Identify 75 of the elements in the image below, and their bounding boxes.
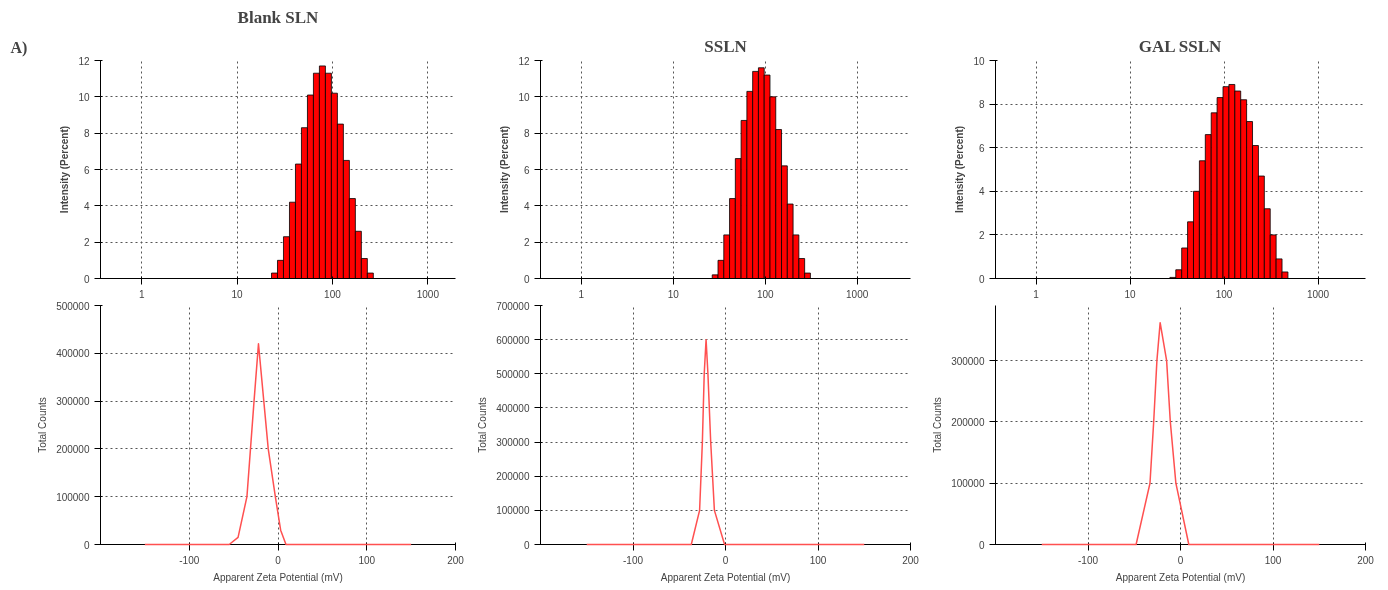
y-tick-label: 10 [973, 55, 985, 67]
x-tick-label: 100 [809, 554, 827, 566]
x-tick-label: 1 [1033, 288, 1040, 300]
y-axis-title: Intensity (Percent) [499, 125, 511, 214]
text: A) [10, 38, 28, 57]
x-tick-label: -100 [622, 554, 644, 566]
y-axis-title: Total Counts [477, 397, 489, 453]
x-tick-label: 100 [358, 554, 376, 566]
x-tick-label: 1000 [416, 288, 440, 300]
y-tick-label: 300000 [496, 437, 530, 449]
x-tick-label: 100 [1264, 554, 1282, 566]
y-tick-label: 8 [523, 128, 530, 140]
y-tick-label: 0 [83, 273, 90, 285]
y-tick-label: 10 [78, 91, 90, 103]
x-tick-label: -100 [1077, 554, 1099, 566]
y-tick-label: 600000 [496, 334, 530, 346]
chart-title: Blank SLN [237, 7, 320, 27]
y-tick-label: 2 [83, 237, 90, 249]
x-tick-label: 10 [231, 288, 244, 300]
y-axis-title: Total Counts [37, 397, 49, 453]
x-tick-label: 100 [756, 288, 774, 300]
x-tick-label: 100 [324, 288, 342, 300]
y-tick-label: 500000 [56, 300, 90, 312]
y-tick-label: 6 [523, 164, 530, 176]
y-tick-label: 300000 [56, 396, 90, 408]
y-tick-label: 0 [523, 273, 530, 285]
y-tick-label: 12 [78, 55, 90, 67]
x-tick-label: 0 [275, 554, 282, 566]
y-tick-label: 4 [978, 186, 985, 198]
x-axis-title: Apparent Zeta Potential (mV) [660, 571, 791, 583]
y-axis-title: Total Counts [932, 397, 944, 453]
chart-title: GAL SSLN [1138, 36, 1223, 56]
y-tick-label: 0 [978, 539, 985, 551]
y-tick-label: 4 [83, 200, 90, 212]
x-axis-title: Apparent Zeta Potential (mV) [1115, 571, 1246, 583]
y-tick-label: 10 [518, 91, 530, 103]
y-tick-label: 400000 [56, 348, 90, 360]
x-tick-label: 200 [902, 554, 920, 566]
y-tick-label: 500000 [496, 368, 530, 380]
y-tick-label: 400000 [496, 402, 530, 414]
x-tick-label: 200 [1357, 554, 1375, 566]
x-tick-label: 200 [447, 554, 465, 566]
x-tick-label: -100 [179, 554, 200, 566]
y-tick-label: 2 [978, 229, 985, 241]
x-tick-label: 1 [578, 288, 585, 300]
x-tick-label: 1 [138, 288, 145, 300]
x-tick-label: 100 [1215, 288, 1233, 300]
y-tick-label: 200000 [951, 416, 985, 428]
y-tick-label: 0 [978, 273, 985, 285]
x-tick-label: 0 [722, 554, 729, 566]
y-tick-label: 100000 [56, 491, 90, 503]
y-axis-title: Intensity (Percent) [59, 125, 71, 214]
y-tick-label: 2 [523, 237, 530, 249]
y-tick-label: 200000 [496, 471, 530, 483]
y-tick-label: 6 [978, 142, 985, 154]
x-axis-title: Apparent Zeta Potential (mV) [213, 571, 343, 583]
x-tick-label: 0 [1177, 554, 1184, 566]
x-tick-label: 1000 [1306, 288, 1330, 300]
x-tick-label: 10 [667, 288, 680, 300]
y-tick-label: 100000 [496, 505, 530, 517]
y-tick-label: 8 [978, 99, 985, 111]
y-tick-label: 0 [83, 539, 90, 551]
x-tick-label: 1000 [846, 288, 869, 300]
y-tick-label: 300000 [951, 355, 985, 367]
chart-title: SSLN [704, 36, 748, 56]
y-tick-label: 12 [518, 55, 530, 67]
y-tick-label: 6 [83, 164, 90, 176]
y-tick-label: 0 [523, 539, 530, 551]
y-tick-label: 200000 [56, 443, 90, 455]
y-tick-label: 100000 [951, 478, 985, 490]
y-tick-label: 8 [83, 128, 90, 140]
y-axis-title: Intensity (Percent) [954, 125, 966, 214]
y-tick-label: 700000 [496, 300, 530, 312]
x-tick-label: 10 [1124, 288, 1137, 300]
y-tick-label: 4 [523, 200, 530, 212]
